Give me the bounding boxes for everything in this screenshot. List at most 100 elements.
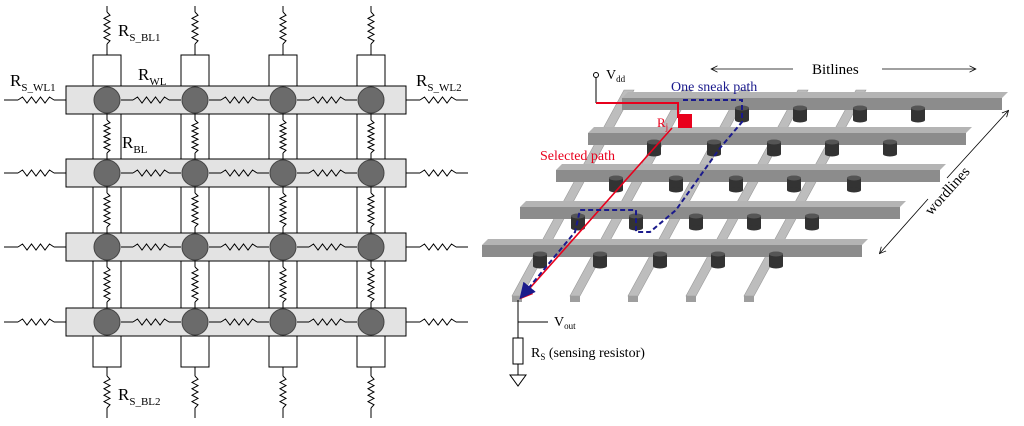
memory-cell: [93, 233, 121, 261]
memory-cell: [269, 159, 297, 187]
wordline-resistor: [308, 169, 346, 177]
memory-cell-3d: [911, 108, 925, 120]
source-resistor-bl-top: [366, 11, 376, 45]
sneak-path: One sneak path: [519, 80, 757, 300]
wordline-bar: [556, 170, 940, 182]
memory-cell: [93, 86, 121, 114]
label-r-wl: RWL: [138, 65, 167, 88]
source-resistor-wl-left: [17, 243, 55, 251]
source-resistor-bl-bottom: [102, 375, 112, 409]
source-resistor-wl-left: [17, 96, 55, 104]
sensing-resistor: [512, 337, 524, 365]
wordline-resistor: [220, 243, 258, 251]
memory-cell: [181, 308, 209, 336]
memory-cell: [93, 308, 121, 336]
memory-cell: [93, 159, 121, 187]
bitline-resistor: [190, 192, 200, 228]
wordline-resistor: [132, 243, 170, 251]
bitline-resistor: [366, 119, 376, 154]
crossbar-grid: [4, 6, 468, 418]
memory-cell: [269, 308, 297, 336]
svg-text:RS_WL2: RS_WL2: [416, 71, 462, 94]
source-resistor-bl-bottom: [366, 375, 376, 409]
memory-cell: [357, 233, 385, 261]
ground-symbol: [509, 374, 527, 387]
label-r-s-bl2: RS_BL2: [118, 385, 161, 408]
memory-cell-3d: [707, 142, 721, 154]
crossbar-3d-sneak-path: Vdd Rj Selected path One sneak path Bitl…: [482, 62, 1008, 387]
memory-cell: [269, 233, 297, 261]
source-resistor-wl-left: [17, 169, 55, 177]
wordline-resistor: [308, 318, 346, 326]
bitline-end: [686, 296, 696, 302]
svg-text:Vout: Vout: [554, 315, 576, 331]
memory-cell-3d: [793, 108, 807, 120]
memory-cell: [181, 233, 209, 261]
wordline-top: [520, 201, 906, 207]
wordline-resistor: [132, 169, 170, 177]
vdd-terminal: Vdd: [593, 68, 626, 103]
sneak-path-label: One sneak path: [671, 80, 757, 95]
svg-text:RS_BL1: RS_BL1: [118, 21, 161, 44]
svg-text:RBL: RBL: [122, 133, 148, 156]
memory-cell-3d: [853, 108, 867, 120]
memory-cell-3d: [767, 142, 781, 154]
source-resistor-wl-right: [419, 169, 457, 177]
memory-cell-3d: [533, 254, 547, 266]
source-resistor-bl-bottom: [190, 375, 200, 409]
source-resistor-bl-top: [190, 11, 200, 45]
bitline-end: [628, 296, 638, 302]
memory-cell-3d: [711, 254, 725, 266]
bitline-resistor: [190, 266, 200, 303]
output-sensing: Vout RS (sensing resistor): [509, 300, 645, 387]
wordline-bar: [482, 245, 862, 257]
bitline-resistor: [190, 119, 200, 154]
selected-path-label: Selected path: [540, 149, 615, 164]
svg-text:RWL: RWL: [138, 65, 167, 88]
source-resistor-bl-top: [278, 11, 288, 45]
crossbar-3d-array: [482, 89, 1008, 302]
bitline-resistor: [102, 192, 112, 228]
memory-cell-3d: [787, 178, 801, 190]
memory-cell: [357, 308, 385, 336]
label-r-s-wl2: RS_WL2: [416, 71, 462, 94]
bitline-end: [744, 296, 754, 302]
wordline-top: [588, 127, 972, 133]
wordline-resistor: [132, 96, 170, 104]
wordline-bar: [588, 133, 966, 145]
bitline-resistor: [102, 266, 112, 303]
bitline-bar: [569, 89, 693, 297]
source-resistor-wl-right: [419, 318, 457, 326]
memory-cell-3d: [729, 178, 743, 190]
label-r-bl: RBL: [122, 133, 148, 156]
memory-cell-3d: [847, 178, 861, 190]
memory-cell: [181, 86, 209, 114]
selected-path: Rj Selected path: [519, 102, 692, 300]
wordline-resistor: [308, 96, 346, 104]
svg-text:Rj: Rj: [657, 115, 668, 132]
memory-cell: [269, 86, 297, 114]
source-resistor-bl-top: [102, 11, 112, 45]
wordline-resistor: [220, 169, 258, 177]
svg-text:Vdd: Vdd: [606, 68, 626, 84]
memory-cell-3d: [769, 254, 783, 266]
bitline-end: [570, 296, 580, 302]
source-resistor-wl-left: [17, 318, 55, 326]
memory-cell-3d: [593, 254, 607, 266]
source-resistor-wl-right: [419, 96, 457, 104]
bitlines-axis: Bitlines: [712, 62, 975, 78]
svg-text:RS_WL1: RS_WL1: [10, 71, 56, 94]
bitline-resistor: [366, 266, 376, 303]
resistive-crossbar-schematic: RS_BL1 RS_BL2 RS_WL1 RS_WL2 RWL RBL: [4, 6, 468, 418]
source-resistor-wl-right: [419, 243, 457, 251]
label-r-s-bl1: RS_BL1: [118, 21, 161, 44]
wordline-resistor: [132, 318, 170, 326]
memory-cell-3d: [825, 142, 839, 154]
wordline-top: [622, 92, 1008, 98]
memory-cell-3d: [747, 216, 761, 228]
bitline-resistor: [278, 192, 288, 228]
bitline-resistor: [102, 119, 112, 154]
bitline-resistor: [278, 119, 288, 154]
memory-cell: [357, 159, 385, 187]
wordline-resistor: [220, 96, 258, 104]
